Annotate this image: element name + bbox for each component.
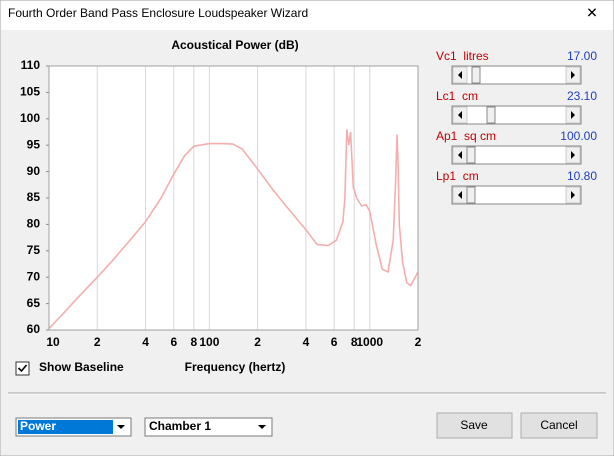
slider-arrow [571, 151, 575, 159]
slider-label: Lp1 cm [436, 169, 479, 183]
y-tick-label: 65 [27, 296, 41, 310]
title-bar [1, 1, 613, 30]
x-tick-label: 2 [415, 335, 422, 349]
x-tick-label: 8 [351, 335, 358, 349]
checkbox-label[interactable]: Show Baseline [39, 360, 124, 374]
slider-thumb [466, 186, 476, 204]
slider-track [451, 185, 582, 205]
slider-arrow [571, 191, 575, 199]
button-label: Save [460, 418, 488, 432]
slider-thumb [471, 66, 481, 84]
slider-value: 100.00 [560, 129, 597, 143]
x-tick-label: 10 [46, 335, 60, 349]
slider-arrow [458, 191, 462, 199]
slider-arrow [571, 71, 575, 79]
slider-thumb [466, 146, 476, 164]
slider-arrow [458, 111, 462, 119]
x-tick-label: 6 [170, 335, 177, 349]
slider-arrow [458, 151, 462, 159]
curve [48, 129, 419, 329]
slider-value: 23.10 [567, 89, 597, 103]
dropdown-value: Power [20, 419, 56, 433]
slider[interactable] [451, 105, 582, 125]
slider-label: Vc1 litres [436, 49, 489, 63]
slider[interactable] [451, 145, 582, 165]
x-axis-label: Frequency (hertz) [185, 360, 286, 374]
y-tick-label: 100 [20, 111, 40, 125]
slider-thumb [486, 106, 496, 124]
slider-label: Ap1 sq cm [436, 129, 496, 143]
slider-track [451, 65, 582, 85]
dropdown-arrow [258, 425, 266, 429]
y-tick-label: 95 [27, 137, 41, 151]
window-title: Fourth Order Band Pass Enclosure Loudspe… [8, 6, 308, 20]
slider-label: Lc1 cm [436, 89, 478, 103]
dropdown[interactable] [144, 417, 273, 437]
slider[interactable] [451, 185, 582, 205]
x-tick-label: 4 [142, 335, 149, 349]
x-tick-label: 1000 [356, 335, 383, 349]
x-tick-label: 6 [331, 335, 338, 349]
y-tick-label: 70 [27, 269, 41, 283]
y-tick-label: 90 [27, 164, 41, 178]
button[interactable] [436, 412, 513, 439]
dropdown-value: Chamber 1 [149, 419, 211, 433]
x-tick-label: 2 [94, 335, 101, 349]
plot-area [48, 65, 419, 331]
slider[interactable] [451, 65, 582, 85]
y-tick-label: 80 [27, 217, 41, 231]
slider-value: 10.80 [567, 169, 597, 183]
x-tick-label: 8 [190, 335, 197, 349]
y-tick-label: 105 [20, 85, 40, 99]
y-tick-label: 85 [27, 190, 41, 204]
checkbox[interactable] [15, 361, 30, 376]
y-tick-label: 110 [21, 58, 41, 72]
slider-arrow [571, 111, 575, 119]
y-tick-label: 60 [27, 322, 41, 336]
check-mark [17, 364, 28, 373]
slider-track [451, 105, 582, 125]
x-tick-label: 4 [303, 335, 310, 349]
chart-title: Acoustical Power (dB) [171, 38, 298, 52]
slider-value: 17.00 [567, 49, 597, 63]
button-label: Cancel [540, 418, 577, 432]
dropdown-selection [18, 420, 113, 434]
y-tick-label: 75 [27, 243, 41, 257]
slider-track [451, 145, 582, 165]
button[interactable] [520, 412, 598, 439]
x-tick-label: 2 [254, 335, 261, 349]
x-tick-label: 100 [199, 335, 219, 349]
plot-border [48, 65, 419, 331]
dropdown-arrow [117, 425, 125, 429]
slider-arrow [458, 71, 462, 79]
close-button[interactable]: ✕ [586, 5, 598, 21]
